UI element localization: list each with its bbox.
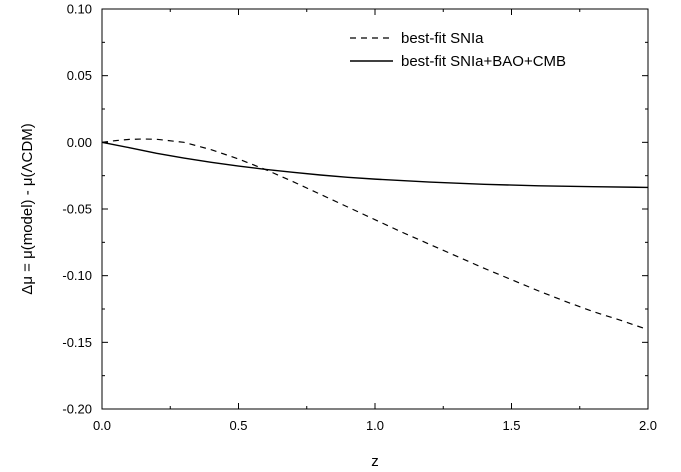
x-tick-label: 0.0 [93, 418, 111, 433]
y-tick-label: 0.05 [67, 68, 92, 83]
x-axis-title: z [371, 453, 379, 470]
x-tick-label: 1.5 [502, 418, 520, 433]
plot-frame [101, 8, 649, 410]
x-tick-label: 2.0 [639, 418, 657, 433]
y-tick-label: 0.10 [67, 2, 92, 17]
legend-label-snia: best-fit SNIa [401, 30, 484, 47]
x-tick-label: 0.5 [229, 418, 247, 433]
legend: best-fit SNIa best-fit SNIa+BAO+CMB [350, 30, 566, 70]
x-tick-label: 1.0 [366, 418, 384, 433]
y-tick-label: -0.20 [62, 402, 92, 417]
ticks-layer: 0.0 0.5 1.0 1.5 2.0 0.10 0.05 0.00 -0.05 -0.10 -0.… [62, 2, 657, 434]
y-tick-label: -0.05 [62, 202, 92, 217]
legend-label-combined: best-fit SNIa+BAO+CMB [401, 53, 566, 70]
y-tick-label: -0.15 [62, 335, 92, 350]
y-tick-label: -0.10 [62, 268, 92, 283]
y-axis-title: Δμ = μ(model) - μ(ΛCDM) [19, 123, 36, 294]
lines-layer [101, 138, 649, 331]
y-tick-label: 0.00 [67, 135, 92, 150]
series-line-snia [101, 138, 649, 331]
series-line-snia-bao-cmb [101, 141, 649, 189]
